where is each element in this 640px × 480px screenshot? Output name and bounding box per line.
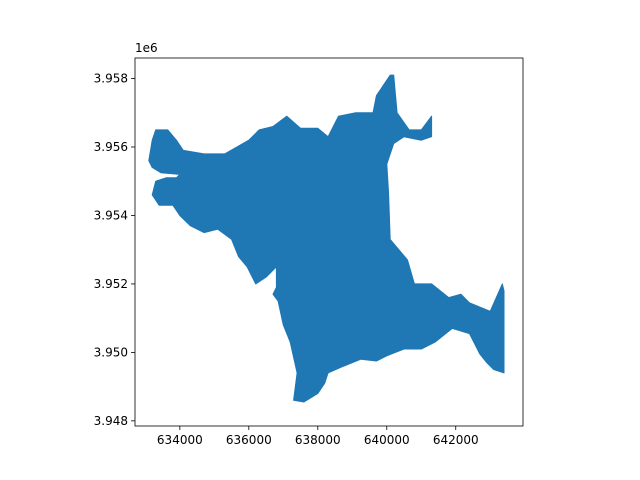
- axes-frame: [134, 57, 524, 427]
- x-tick-label: 642000: [433, 433, 479, 447]
- x-tick-label: 634000: [157, 433, 203, 447]
- x-tick-label: 636000: [226, 433, 272, 447]
- x-tick-label: 640000: [364, 433, 410, 447]
- y-tick-label: 3.952: [94, 277, 128, 291]
- x-tick-label: 638000: [295, 433, 341, 447]
- region-polygon: [148, 74, 505, 403]
- y-tick-label: 3.948: [94, 414, 128, 428]
- x-axis: 634000 636000 638000 640000 642000: [157, 426, 479, 447]
- y-tick-label: 3.950: [94, 345, 128, 359]
- y-axis: 3.948 3.950 3.952 3.954 3.956 3.958: [94, 72, 135, 428]
- y-tick-label: 3.954: [94, 208, 128, 222]
- y-tick-label: 3.956: [94, 140, 128, 154]
- y-tick-label: 3.958: [94, 72, 128, 86]
- map-polygon-layer: [148, 74, 505, 403]
- y-offset-label: 1e6: [135, 41, 158, 55]
